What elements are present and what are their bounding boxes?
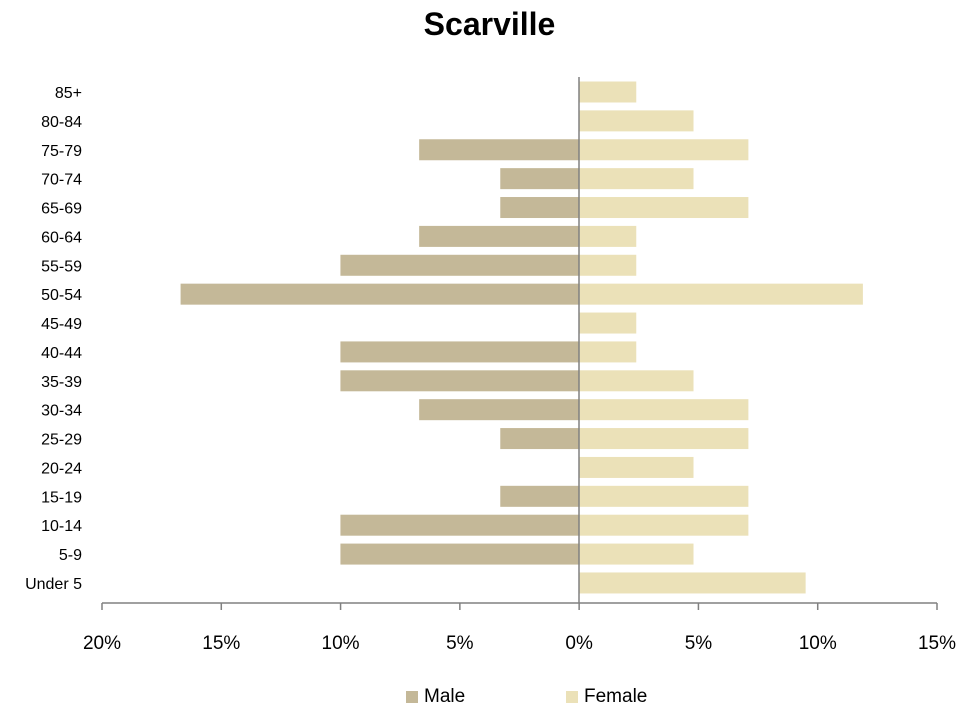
y-tick-label: Under 5: [25, 576, 82, 593]
legend-swatch-female: [566, 691, 578, 703]
legend-label-female: Female: [584, 686, 648, 707]
x-axis-labels: 20% 15% 10% 5% 0% 5% 10% 15%: [83, 633, 956, 654]
y-tick-label: 20-24: [41, 460, 82, 477]
legend-label-male: Male: [424, 686, 466, 707]
bar-male-50-54: [180, 283, 580, 305]
y-tick-label: 10-14: [41, 518, 82, 535]
y-tick-label: 50-54: [41, 287, 82, 304]
bar-female-30-34: [579, 399, 749, 421]
bar-male-5-9: [340, 543, 579, 565]
y-tick-label: 40-44: [41, 345, 82, 362]
bar-male-15-19: [500, 485, 579, 507]
y-axis-labels: 85+ 80-84 75-79 70-74 65-69 60-64 55-59 50-54 45…: [25, 85, 82, 593]
male-bars: [180, 139, 580, 565]
bar-female-under-5: [579, 572, 806, 594]
bar-male-70-74: [500, 168, 579, 190]
y-tick-label: 45-49: [41, 316, 82, 333]
bar-male-65-69: [500, 197, 579, 219]
bar-female-45-49: [579, 312, 637, 334]
legend-item-male: Male: [406, 686, 465, 708]
x-tick-label: 15%: [202, 633, 240, 654]
x-tick-label: 5%: [685, 633, 713, 654]
bar-male-55-59: [340, 254, 579, 276]
bar-male-10-14: [340, 514, 579, 536]
bar-female-55-59: [579, 254, 637, 276]
y-tick-label: 35-39: [41, 374, 82, 391]
y-tick-label: 70-74: [41, 172, 82, 189]
bar-female-15-19: [579, 485, 749, 507]
y-tick-label: 5-9: [59, 547, 82, 564]
y-tick-label: 65-69: [41, 201, 82, 218]
bar-female-70-74: [579, 168, 694, 190]
y-tick-label: 60-64: [41, 229, 82, 246]
bar-female-65-69: [579, 197, 749, 219]
bar-female-20-24: [579, 456, 694, 478]
bar-male-25-29: [500, 428, 579, 450]
female-bars: [579, 81, 863, 594]
bar-female-60-64: [579, 225, 637, 247]
bar-male-40-44: [340, 341, 579, 363]
y-tick-label: 15-19: [41, 489, 82, 506]
y-tick-label: 75-79: [41, 143, 82, 160]
y-tick-label: 55-59: [41, 258, 82, 275]
x-tick-label: 0%: [565, 633, 593, 654]
chart-title: Scarville: [423, 6, 556, 42]
bar-male-30-34: [419, 399, 579, 421]
bar-female-5-9: [579, 543, 694, 565]
legend: Male Female: [0, 686, 979, 712]
x-tick-label: 15%: [918, 633, 956, 654]
legend-item-female: Female: [566, 686, 647, 708]
bar-female-10-14: [579, 514, 749, 536]
y-tick-label: 80-84: [41, 114, 82, 131]
bar-male-35-39: [340, 370, 579, 392]
x-tick-label: 20%: [83, 633, 121, 654]
x-axis: [101, 602, 938, 610]
bar-female-75-79: [579, 139, 749, 161]
x-tick-label: 10%: [322, 633, 360, 654]
bar-male-60-64: [419, 225, 579, 247]
legend-swatch-male: [406, 691, 418, 703]
x-tick-label: 10%: [799, 633, 837, 654]
bar-female-35-39: [579, 370, 694, 392]
bar-female-50-54: [579, 283, 863, 305]
bar-female-80-84: [579, 110, 694, 132]
y-tick-label: 30-34: [41, 403, 82, 420]
y-tick-label: 25-29: [41, 432, 82, 449]
bar-female-85+: [579, 81, 637, 103]
x-tick-label: 5%: [446, 633, 474, 654]
bar-female-25-29: [579, 428, 749, 450]
y-tick-label: 85+: [55, 85, 82, 102]
bar-female-40-44: [579, 341, 637, 363]
bar-male-75-79: [419, 139, 579, 161]
